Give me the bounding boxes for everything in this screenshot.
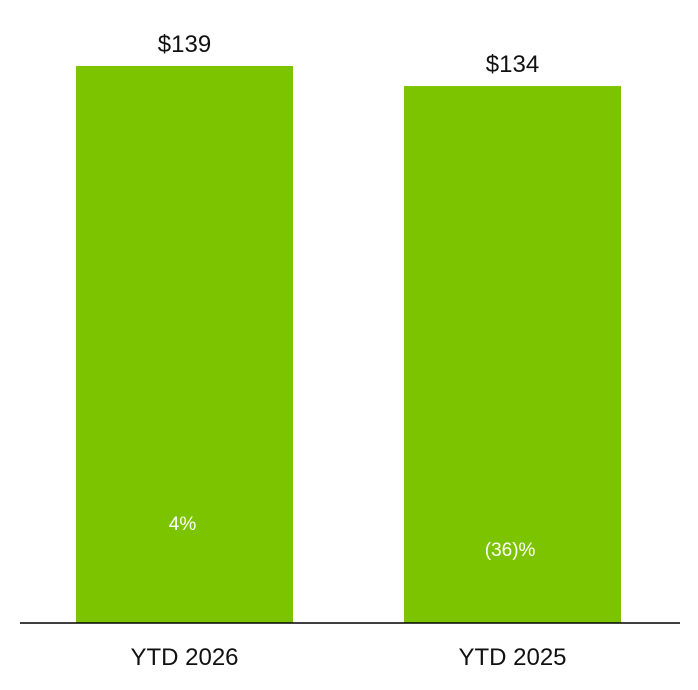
bar-growth-label: 4%	[169, 514, 197, 535]
bar-ytd-2025	[404, 86, 621, 624]
bar-ytd-2026	[76, 66, 293, 623]
bar-value-label: $134	[486, 51, 539, 78]
bar-growth-label: (36)%	[485, 540, 536, 561]
bar-value-label: $139	[158, 31, 211, 58]
x-tick-label: YTD 2025	[458, 644, 566, 671]
x-tick-label: YTD 2026	[130, 644, 238, 671]
